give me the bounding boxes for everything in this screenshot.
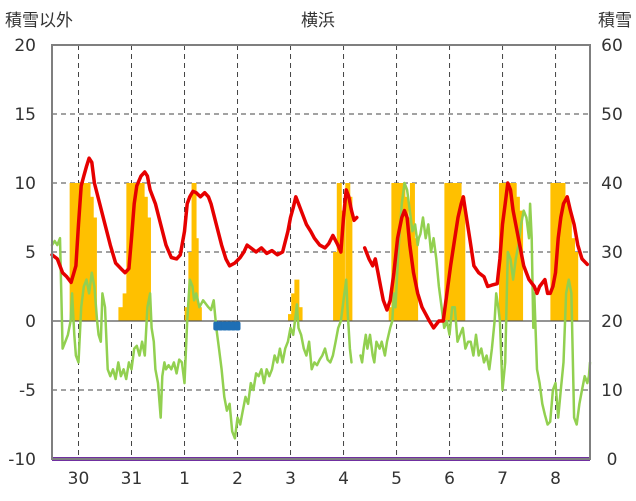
snow-bar: [133, 183, 139, 321]
plot-area: [50, 44, 592, 461]
right-axis-label: 積雪: [598, 11, 632, 31]
x-tick-label: 4: [338, 469, 349, 489]
x-tick-label: 6: [444, 469, 455, 489]
snow-bar: [291, 293, 297, 321]
snow-bar: [297, 307, 303, 321]
snow-bar: [514, 196, 520, 321]
x-tick-label: 3: [285, 469, 296, 489]
right-tick-label: 20: [601, 312, 623, 332]
snow-bar: [333, 252, 339, 321]
right-tick-label: 60: [601, 36, 623, 56]
blue-mark: [234, 321, 241, 331]
snow-bar: [69, 183, 75, 321]
left-tick-label: 0: [25, 312, 36, 332]
left-tick-label: 5: [25, 243, 36, 263]
right-tick-label: 10: [601, 381, 623, 401]
x-tick-label: 1: [179, 469, 190, 489]
x-tick-label: 30: [68, 469, 90, 489]
left-tick-label: -5: [19, 381, 36, 401]
snow-bar: [550, 183, 556, 321]
snow-bar: [145, 217, 151, 321]
snow-bar: [570, 238, 576, 321]
chart-title: 横浜: [301, 11, 335, 31]
snow-bar: [508, 183, 514, 321]
snow-bar: [573, 252, 579, 321]
snow-bar: [85, 183, 91, 321]
left-tick-label: 20: [14, 36, 36, 56]
snow-bar: [118, 307, 124, 321]
snow-bar: [130, 183, 136, 321]
snow-bar: [196, 307, 202, 321]
snow-bar: [563, 196, 569, 321]
snow-bar: [193, 238, 199, 321]
snow-bar: [456, 183, 462, 321]
snow-bar: [566, 210, 572, 321]
snow-bar: [347, 196, 353, 321]
snow-bar: [294, 279, 300, 321]
green-series-line: [50, 236, 353, 440]
snow-bar: [511, 183, 517, 321]
x-tick-label: 8: [550, 469, 561, 489]
snow-bar: [339, 210, 345, 321]
left-axis-label: 積雪以外: [5, 11, 73, 31]
snow-bar: [142, 196, 148, 321]
snow-bar: [82, 183, 88, 321]
snow-bar: [139, 183, 145, 321]
snow-bar: [444, 183, 450, 321]
snow-bar: [288, 314, 294, 321]
x-tick-label: 2: [232, 469, 243, 489]
snow-bar: [91, 217, 97, 321]
snow-bar: [407, 217, 413, 321]
snow-bar: [136, 183, 142, 321]
snow-bar: [403, 196, 409, 321]
red-series-line: [362, 181, 590, 330]
right-tick-label: 0: [607, 450, 618, 470]
snow-bar: [88, 196, 94, 321]
red-series-line: [50, 156, 359, 285]
snow-bar: [460, 196, 466, 321]
right-tick-label: 50: [601, 105, 623, 125]
snow-bar: [502, 183, 508, 321]
plot-frame: [51, 44, 591, 460]
right-tick-label: 40: [601, 174, 623, 194]
snow-bar: [188, 252, 194, 321]
snow-bar: [518, 210, 524, 321]
right-tick-label: 30: [601, 243, 623, 263]
left-tick-label: 15: [14, 105, 36, 125]
snow-bar: [388, 307, 394, 321]
snow-bar: [400, 183, 406, 321]
snow-bar: [391, 183, 397, 321]
x-tick-label: 5: [391, 469, 402, 489]
snow-bar: [560, 183, 566, 321]
left-tick-label: -10: [8, 450, 36, 470]
snow-bar: [79, 183, 85, 321]
left-tick-label: 10: [14, 174, 36, 194]
snow-bar: [557, 183, 563, 321]
snow-bar: [453, 183, 459, 321]
x-tick-label: 31: [121, 469, 143, 489]
snow-bar: [397, 183, 403, 321]
snow-bar: [122, 293, 128, 321]
x-tick-label: 7: [497, 469, 508, 489]
snow-bar: [447, 183, 453, 321]
green-series-line: [359, 181, 592, 426]
